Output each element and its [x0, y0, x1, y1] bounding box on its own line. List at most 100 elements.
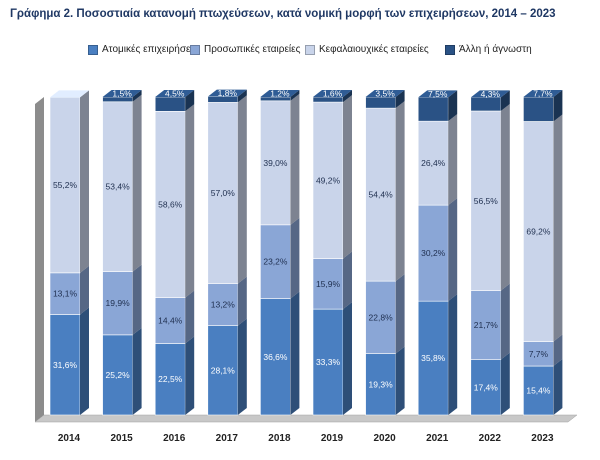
bar-stack: 33,3% 15,9% 49,2% 1,6% [312, 89, 352, 416]
bar-side [80, 265, 89, 315]
bar-stack: 28,1% 13,2% 57,0% 1,8% [207, 88, 247, 416]
bar-side [448, 114, 458, 206]
x-tick-label: 2016 [163, 433, 186, 444]
bar-top [418, 90, 458, 98]
bar-side [290, 291, 300, 415]
legend-label: Κεφαλαιουχικές εταιρείες [319, 44, 429, 55]
data-label: 21,7% [474, 320, 499, 330]
bar-stack: 19,3% 22,8% 54,4% 3,5% [365, 89, 405, 416]
bar-segment [417, 97, 449, 122]
chart-floor [34, 414, 578, 423]
data-label: 56,5% [474, 196, 499, 206]
x-tick-label: 2021 [426, 433, 449, 444]
bar-side [553, 334, 563, 367]
bar-side [395, 101, 405, 282]
chart-title: Γράφημα 2. Ποσοστιαία κατανομή πτωχεύσεω… [10, 8, 556, 20]
bar-side [500, 352, 510, 415]
bar-side [132, 327, 142, 415]
bar-top [523, 90, 563, 97]
data-label: 1,5% [112, 89, 132, 99]
data-label: 15,9% [316, 279, 341, 289]
data-label: 1,6% [323, 89, 343, 99]
data-label: 17,4% [474, 382, 499, 392]
bar-side [500, 90, 510, 111]
bar-side [185, 336, 195, 415]
legend-item: Κεφαλαιουχικές εταιρείες [305, 44, 429, 55]
data-label: 7,5% [428, 89, 448, 99]
bar-side [290, 217, 300, 299]
bar-segment [312, 101, 344, 259]
data-label: 23,2% [263, 257, 288, 267]
bar-segment [154, 96, 186, 112]
data-label: 49,2% [316, 175, 341, 185]
bar-segment [470, 290, 502, 360]
data-label: 58,6% [158, 199, 183, 209]
data-label: 1,8% [218, 88, 238, 98]
x-tick-label: 2017 [216, 433, 239, 444]
bar-segment [102, 271, 133, 336]
data-label: 69,2% [526, 227, 551, 237]
bar-side [80, 90, 89, 273]
legend-label: Προσωπικές εταιρείες [204, 44, 301, 55]
bar-side [185, 104, 195, 298]
bar-side [237, 276, 247, 326]
data-label: 14,4% [158, 316, 183, 326]
data-label: 36,6% [263, 352, 288, 362]
bar-side [343, 90, 352, 103]
x-tick-label: 2020 [373, 433, 396, 444]
data-label: 25,2% [106, 370, 131, 380]
data-label: 30,2% [421, 248, 446, 258]
legend-item: Άλλη ή άγνωστη [445, 44, 532, 55]
legend-item: Ατομικές επιχειρήσεις [88, 44, 198, 55]
data-label: 3,5% [375, 89, 395, 99]
x-tick-label: 2023 [531, 433, 554, 444]
bar-segment [312, 308, 344, 416]
x-tick-label: 2019 [321, 433, 344, 444]
data-label: 19,9% [106, 298, 131, 308]
bar-side [395, 274, 405, 354]
bar-top [470, 90, 510, 98]
bar-stack: 36,6% 23,2% 39,0% 1,2% [260, 89, 300, 416]
bar-side [185, 90, 195, 112]
data-label: 26,4% [421, 158, 446, 168]
chart-side-wall [35, 97, 44, 422]
bar-side [132, 90, 142, 102]
bar-side [448, 90, 458, 122]
bar-stack: 25,2% 19,9% 53,4% 1,5% [102, 89, 142, 416]
bar-stack: 31,6% 13,1% 55,2% [49, 90, 89, 416]
data-label: 33,3% [316, 357, 341, 367]
bar-segment [470, 359, 502, 416]
bar-top [155, 90, 195, 97]
bar-stack: 15,4% 7,7% 69,2% 7,7% [523, 89, 563, 416]
x-tick-label: 2015 [110, 433, 133, 444]
data-label: 57,0% [211, 188, 236, 198]
bar-segment [523, 341, 554, 367]
bar-side [343, 95, 352, 259]
bar-side [343, 251, 352, 310]
bar-side [553, 114, 563, 342]
bar-side [237, 318, 247, 415]
data-label: 7,7% [533, 89, 553, 99]
bar-side [448, 198, 458, 302]
data-label: 7,7% [529, 349, 549, 359]
x-tick-label: 2022 [479, 433, 502, 444]
bar-top [102, 90, 142, 97]
bar-top [365, 90, 405, 97]
bar-side [395, 90, 405, 109]
data-label: 19,3% [369, 379, 394, 389]
data-label: 35,8% [421, 353, 446, 363]
data-label: 15,4% [526, 386, 551, 396]
data-label: 13,2% [211, 300, 236, 310]
bar-top [50, 90, 89, 98]
data-label: 1,2% [270, 89, 290, 99]
bar-side [290, 90, 300, 101]
data-label: 55,2% [53, 180, 78, 190]
bar-stack: 35,8% 30,2% 26,4% 7,5% [417, 89, 458, 416]
bar-segment [523, 121, 554, 342]
bar-top [260, 90, 300, 97]
bar-side [553, 359, 563, 415]
bar-side [237, 89, 247, 103]
x-tick-label: 2014 [58, 433, 81, 444]
bar-segment [365, 280, 396, 354]
